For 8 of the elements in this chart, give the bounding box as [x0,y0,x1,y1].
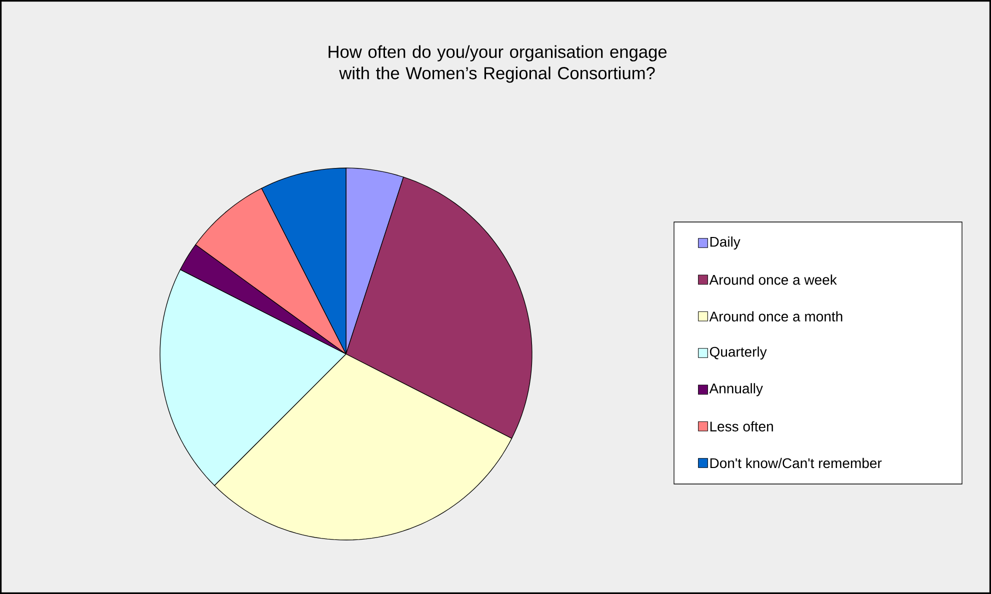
legend-label: Less often [710,421,773,432]
legend-label: Daily [710,236,740,250]
legend-label: Around once a month [709,311,842,322]
legend-label: Around once a week [709,274,837,285]
legend-label: Don't know/Can't remember [710,458,882,468]
legend-label: Annually [709,383,763,396]
legend-label: Quarterly [710,346,767,360]
chart-title: How often do you/your organisation engage with the Women’s Regional Consortium? [328,45,667,83]
